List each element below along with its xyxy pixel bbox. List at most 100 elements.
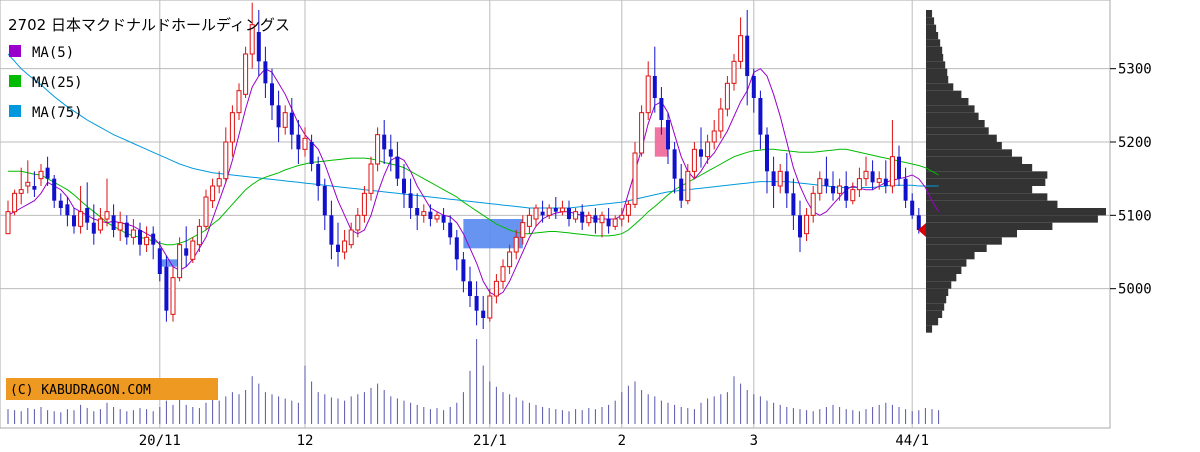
ma5-line	[7, 68, 940, 297]
profile-bar	[926, 310, 943, 318]
candle-body-down	[408, 193, 413, 208]
candle-body-down	[45, 167, 50, 179]
candle-body-up	[731, 60, 737, 84]
profile-bar	[926, 171, 1048, 179]
candle-body-down	[296, 134, 301, 150]
profile-bar	[926, 215, 1098, 223]
current-price-marker	[918, 223, 926, 237]
legend-swatch-ma75	[9, 105, 21, 117]
profile-bar	[926, 266, 962, 274]
candle-body-up	[876, 178, 882, 183]
candle-body-up	[705, 141, 711, 158]
candle-body-down	[844, 186, 849, 201]
candle-body-up	[434, 214, 440, 220]
candle-body-down	[316, 164, 321, 186]
legend-label-ma25: MA(25)	[32, 75, 83, 91]
candle-body-down	[124, 222, 129, 238]
candle-body-down	[652, 76, 657, 98]
candle-body-down	[771, 171, 776, 186]
candle-body-down	[910, 200, 915, 216]
ma25-line	[8, 148, 939, 246]
y-tick-label: 5100	[1118, 208, 1152, 224]
candle-body-up	[520, 222, 526, 238]
profile-bar	[926, 244, 987, 252]
candle-body-up	[724, 82, 730, 110]
credit-badge-background	[6, 378, 218, 400]
candle-body-up	[243, 53, 249, 95]
legend-label-ma75: MA(75)	[32, 105, 83, 121]
profile-bar	[926, 164, 1033, 172]
candle-body-up	[144, 236, 150, 246]
profile-bar	[926, 61, 946, 69]
candle-body-down	[441, 215, 446, 223]
candle-body-up	[487, 295, 493, 319]
gap-box	[463, 219, 523, 249]
profile-bar	[926, 230, 1018, 238]
candle-body-down	[164, 266, 169, 311]
candle-body-down	[553, 208, 558, 212]
candle-body-up	[850, 189, 856, 202]
candle-body-down	[672, 149, 677, 179]
candle-body-up	[619, 214, 625, 220]
profile-bar	[926, 46, 943, 54]
profile-bar	[926, 24, 937, 32]
candle-body-down	[831, 186, 835, 194]
candle-body-up	[223, 141, 229, 180]
candle-body-up	[856, 178, 862, 191]
candle-body-down	[111, 215, 116, 230]
candle-body-up	[817, 178, 823, 194]
volume-bars	[7, 339, 940, 424]
candle-body-down	[540, 211, 545, 216]
candle-body-down	[309, 142, 314, 164]
candle-body-down	[903, 178, 908, 201]
ma75-line	[7, 53, 939, 209]
candle-body-down	[580, 211, 585, 223]
candle-body-down	[461, 259, 466, 282]
candle-body-down	[745, 35, 750, 76]
candle-body-up	[236, 90, 242, 114]
profile-bar	[926, 288, 949, 296]
candle-body-up	[526, 214, 532, 227]
candle-body-up	[302, 137, 308, 150]
candle-body-down	[276, 105, 281, 128]
candle-body-down	[454, 237, 459, 260]
candle-body-down	[402, 178, 406, 194]
profile-bar	[926, 156, 1023, 164]
candle-body-down	[798, 215, 802, 238]
profile-bar	[926, 76, 949, 84]
profile-bar	[926, 296, 947, 304]
candle-body-up	[38, 170, 44, 180]
candle-body-down	[870, 171, 875, 183]
candle-body-up	[711, 130, 717, 143]
candle-body-down	[415, 208, 420, 216]
profile-bar	[926, 193, 1048, 201]
x-axis-ticks: 20/11 12 21/1 2 3 44/1	[139, 433, 929, 449]
candle-body-up	[645, 75, 651, 114]
candle-body-up	[104, 211, 110, 220]
candle-body-up	[810, 192, 816, 216]
candle-body-up	[738, 35, 744, 62]
candle-body-down	[428, 211, 433, 219]
candle-body-up	[368, 163, 374, 194]
credit-text: (C) KABUDRAGON.COM	[10, 383, 151, 398]
candle-body-down	[138, 230, 142, 245]
candle-body-down	[52, 178, 57, 201]
candle-body-down	[468, 281, 472, 296]
profile-bar	[926, 120, 985, 128]
candle-body-down	[474, 296, 479, 311]
candle-body-up	[507, 251, 513, 268]
profile-bar	[926, 222, 1053, 230]
candle-body-up	[837, 185, 843, 194]
candle-body-down	[824, 178, 829, 186]
profile-bar	[926, 325, 933, 333]
profile-bar	[926, 259, 967, 267]
candle-body-down	[388, 149, 393, 157]
moving-averages	[7, 53, 940, 297]
candle-body-down	[699, 149, 703, 157]
candle-body-up	[170, 277, 176, 315]
candle-body-up	[203, 196, 209, 227]
candle-body-up	[355, 214, 361, 231]
candle-body-up	[196, 225, 202, 246]
candle-body-down	[448, 222, 453, 238]
candle-body-up	[5, 211, 11, 235]
